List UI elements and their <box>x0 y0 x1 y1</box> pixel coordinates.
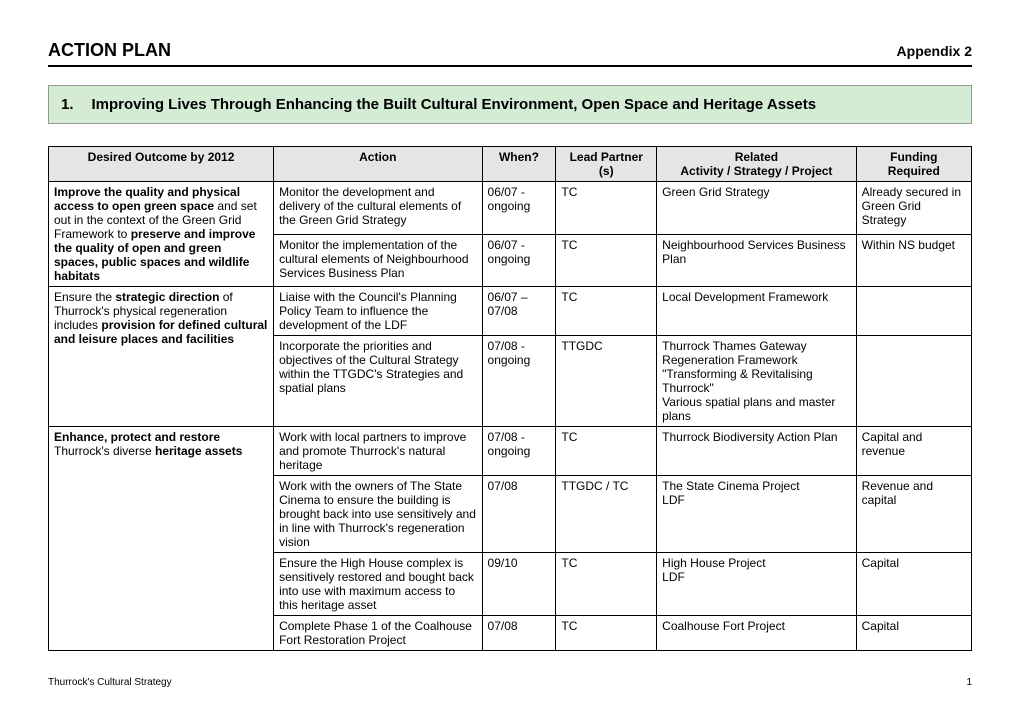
action-cell: Monitor the development and delivery of … <box>274 182 482 235</box>
when-cell: 07/08 <box>482 616 556 651</box>
lead-cell: TC <box>556 182 657 235</box>
col-when: When? <box>482 147 556 182</box>
when-cell: 07/08 - ongoing <box>482 427 556 476</box>
lead-cell: TTGDC <box>556 336 657 427</box>
lead-cell: TC <box>556 287 657 336</box>
section-title: Improving Lives Through Enhancing the Bu… <box>92 96 817 113</box>
table-row: Enhance, protect and restore Thurrock's … <box>49 427 972 476</box>
when-cell: 09/10 <box>482 553 556 616</box>
table-row: Improve the quality and physical access … <box>49 182 972 235</box>
col-lead: Lead Partner (s) <box>556 147 657 182</box>
page-footer: Thurrock's Cultural Strategy 1 <box>48 677 972 688</box>
related-cell: High House Project LDF <box>657 553 856 616</box>
when-cell: 06/07 – 07/08 <box>482 287 556 336</box>
funding-cell <box>856 336 971 427</box>
related-cell: The State Cinema Project LDF <box>657 476 856 553</box>
action-cell: Incorporate the priorities and objective… <box>274 336 482 427</box>
footer-page-number: 1 <box>966 677 972 688</box>
action-cell: Work with the owners of The State Cinema… <box>274 476 482 553</box>
page-header: ACTION PLAN Appendix 2 <box>48 40 972 67</box>
related-cell: Neighbourhood Services Business Plan <box>657 234 856 287</box>
funding-cell: Capital <box>856 553 971 616</box>
outcome-cell: Improve the quality and physical access … <box>49 182 274 287</box>
when-cell: 06/07 - ongoing <box>482 234 556 287</box>
related-cell: Local Development Framework <box>657 287 856 336</box>
outcome-cell: Enhance, protect and restore Thurrock's … <box>49 427 274 651</box>
action-cell: Ensure the High House complex is sensiti… <box>274 553 482 616</box>
outcome-cell: Ensure the strategic direction of Thurro… <box>49 287 274 427</box>
related-cell: Thurrock Thames Gateway Regeneration Fra… <box>657 336 856 427</box>
when-cell: 07/08 - ongoing <box>482 336 556 427</box>
col-outcome: Desired Outcome by 2012 <box>49 147 274 182</box>
lead-cell: TTGDC / TC <box>556 476 657 553</box>
action-cell: Liaise with the Council's Planning Polic… <box>274 287 482 336</box>
section-number: 1. <box>61 96 74 113</box>
funding-cell: Already secured in Green Grid Strategy <box>856 182 971 235</box>
funding-cell: Capital and revenue <box>856 427 971 476</box>
related-cell: Coalhouse Fort Project <box>657 616 856 651</box>
page-title: ACTION PLAN <box>48 40 171 61</box>
when-cell: 06/07 - ongoing <box>482 182 556 235</box>
table-row: Ensure the strategic direction of Thurro… <box>49 287 972 336</box>
col-funding: Funding Required <box>856 147 971 182</box>
table-header-row: Desired Outcome by 2012 Action When? Lea… <box>49 147 972 182</box>
action-cell: Complete Phase 1 of the Coalhouse Fort R… <box>274 616 482 651</box>
funding-cell: Revenue and capital <box>856 476 971 553</box>
lead-cell: TC <box>556 234 657 287</box>
funding-cell: Within NS budget <box>856 234 971 287</box>
appendix-label: Appendix 2 <box>897 43 972 59</box>
lead-cell: TC <box>556 427 657 476</box>
related-cell: Thurrock Biodiversity Action Plan <box>657 427 856 476</box>
action-plan-table: Desired Outcome by 2012 Action When? Lea… <box>48 146 972 651</box>
lead-cell: TC <box>556 616 657 651</box>
related-cell: Green Grid Strategy <box>657 182 856 235</box>
col-related: Related Activity / Strategy / Project <box>657 147 856 182</box>
footer-left: Thurrock's Cultural Strategy <box>48 677 172 688</box>
action-cell: Work with local partners to improve and … <box>274 427 482 476</box>
lead-cell: TC <box>556 553 657 616</box>
funding-cell: Capital <box>856 616 971 651</box>
funding-cell <box>856 287 971 336</box>
col-action: Action <box>274 147 482 182</box>
section-banner: 1. Improving Lives Through Enhancing the… <box>48 85 972 124</box>
action-cell: Monitor the implementation of the cultur… <box>274 234 482 287</box>
when-cell: 07/08 <box>482 476 556 553</box>
